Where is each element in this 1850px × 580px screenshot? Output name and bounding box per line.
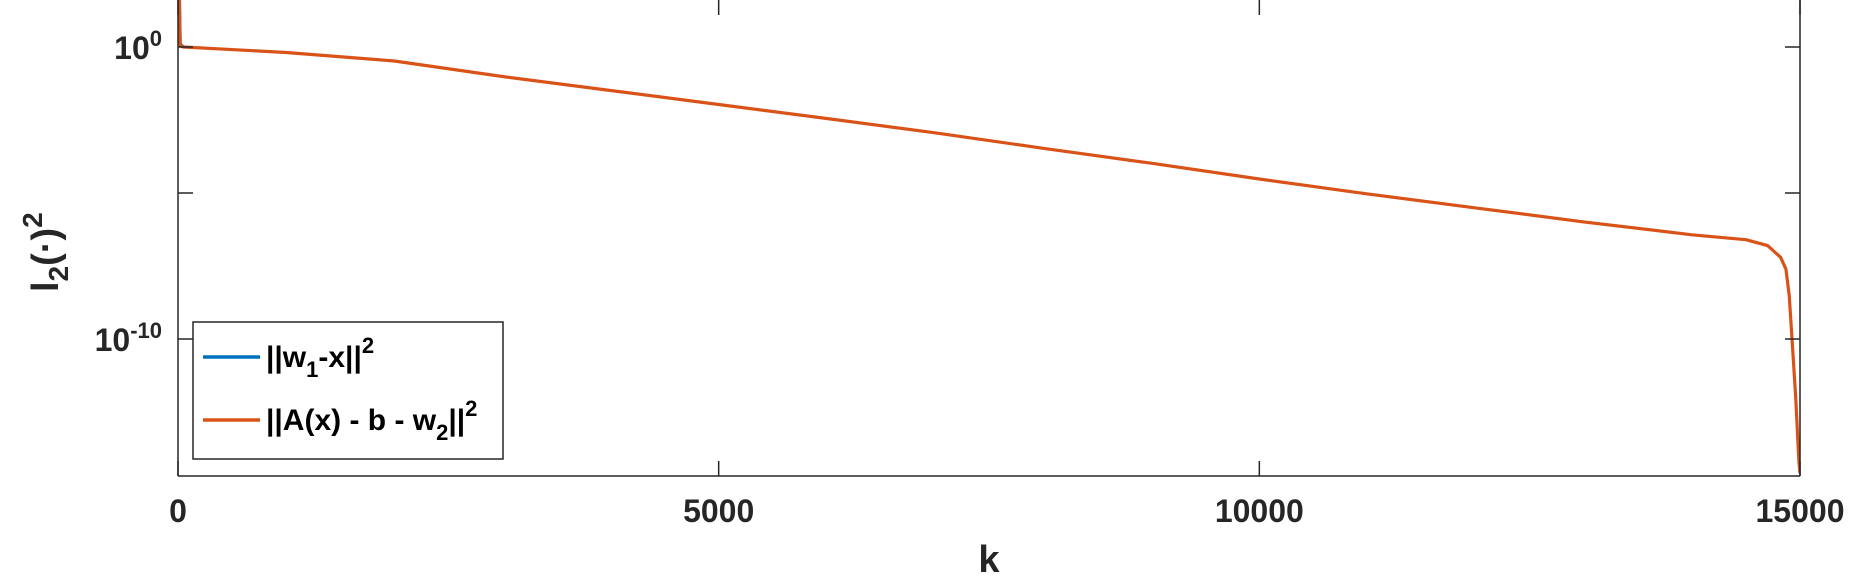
labels-layer: 0 5000 10000 15000 100 10-10 k l2(·)2	[17, 26, 1844, 580]
series-line-2	[178, 0, 1800, 474]
x-tick-label-3: 15000	[1756, 493, 1845, 529]
x-axis-label: k	[978, 539, 1000, 580]
legend-box	[192, 321, 504, 460]
x-tick-label-1: 5000	[683, 493, 754, 529]
legend-label-1: ||w1-x||2	[266, 333, 374, 382]
y-axis-label: l2(·)2	[17, 212, 74, 292]
y-tick-label-2: 10-10	[95, 318, 162, 358]
legend-label-2: ||A(x) - b - w2||2	[266, 396, 477, 445]
series-layer	[178, 0, 1800, 474]
legend: ||w1-x||2 ||A(x) - b - w2||2	[192, 321, 504, 460]
x-tick-label-2: 10000	[1215, 493, 1304, 529]
x-tick-label-0: 0	[169, 493, 187, 529]
y-tick-label-0: 100	[114, 26, 162, 66]
axes-layer	[177, 0, 1801, 477]
